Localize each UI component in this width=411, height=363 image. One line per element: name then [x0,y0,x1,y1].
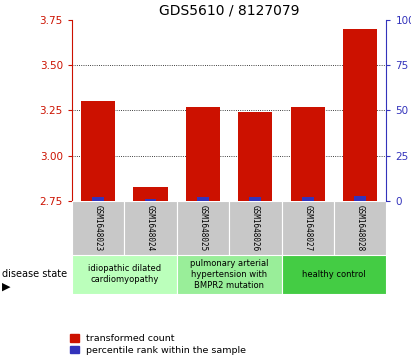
Bar [197,197,209,201]
Bar [291,107,325,201]
Bar [72,255,177,294]
Bar [81,101,115,201]
Bar [238,112,272,201]
Text: GSM1648028: GSM1648028 [356,205,365,251]
Bar [134,187,168,201]
Bar [177,255,282,294]
Text: GSM1648025: GSM1648025 [199,205,208,251]
Bar [334,201,386,255]
Text: GSM1648024: GSM1648024 [146,205,155,251]
Bar [343,29,377,201]
Text: GSM1648026: GSM1648026 [251,205,260,251]
Text: healthy control: healthy control [302,270,366,279]
Bar [72,201,124,255]
Bar [145,199,157,201]
Text: disease state: disease state [2,269,67,280]
Text: ▶: ▶ [2,282,11,292]
Bar [354,196,366,201]
Bar [177,201,229,255]
Legend: transformed count, percentile rank within the sample: transformed count, percentile rank withi… [68,332,248,356]
Bar [124,201,177,255]
Text: pulmonary arterial
hypertension with
BMPR2 mutation: pulmonary arterial hypertension with BMP… [190,259,268,290]
Text: idiopathic dilated
cardiomyopathy: idiopathic dilated cardiomyopathy [88,264,161,285]
Text: GSM1648023: GSM1648023 [94,205,103,251]
Bar [282,201,334,255]
Bar [249,197,261,201]
Bar [229,201,282,255]
Bar [282,255,386,294]
Bar [92,197,104,201]
Text: GSM1648027: GSM1648027 [303,205,312,251]
Bar [302,197,314,201]
Title: GDS5610 / 8127079: GDS5610 / 8127079 [159,3,299,17]
Bar [186,107,220,201]
